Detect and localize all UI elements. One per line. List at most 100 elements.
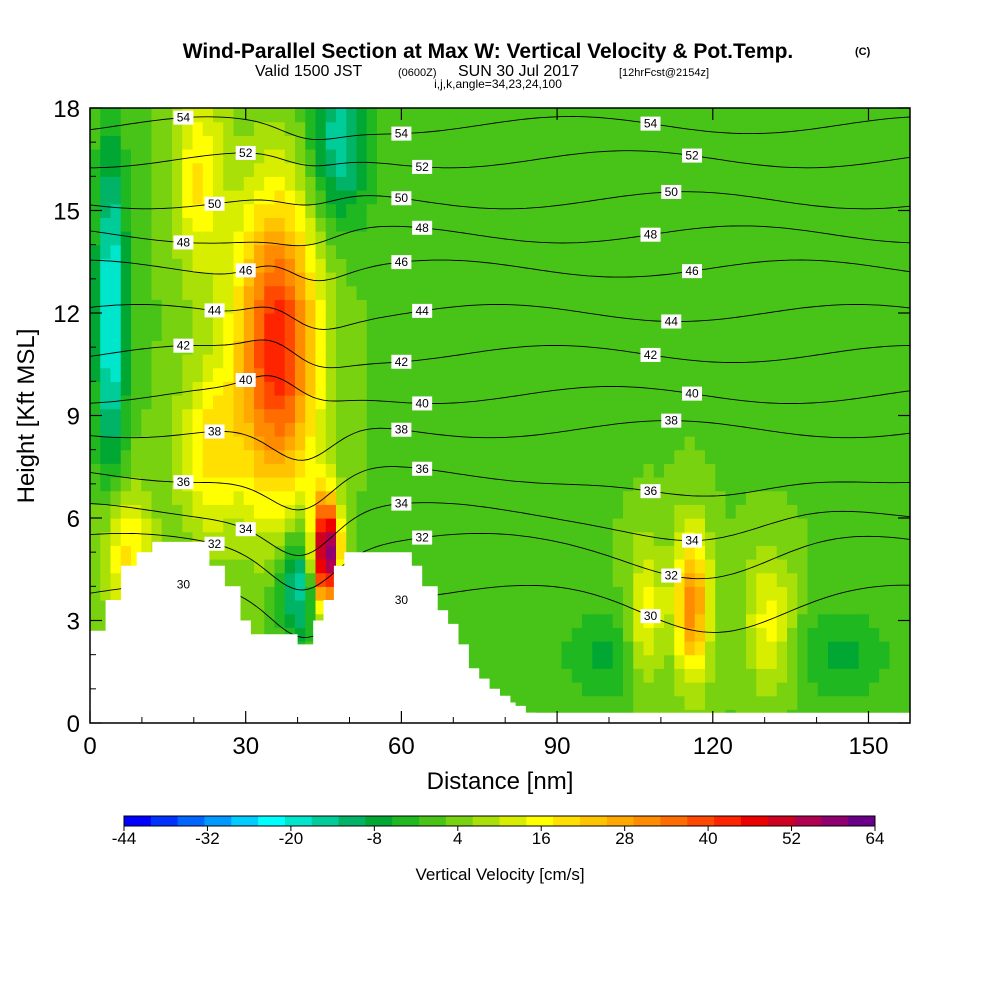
velocity-cell [817,108,829,123]
velocity-cell [858,121,870,136]
velocity-cell [541,203,552,218]
velocity-cell [131,340,142,355]
velocity-cell [756,408,768,423]
velocity-cell [192,490,204,505]
velocity-cell [633,504,645,519]
velocity-cell [305,381,317,396]
velocity-cell [233,299,245,314]
velocity-cell [100,231,112,246]
velocity-cell [817,354,829,369]
velocity-cell [274,244,286,259]
velocity-cell [131,395,142,410]
velocity-cell [879,272,891,287]
velocity-cell [448,381,460,396]
velocity-cell [366,299,378,314]
velocity-cell [633,422,645,437]
velocity-cell [233,436,245,451]
velocity-cell [192,176,204,191]
velocity-cell [889,463,901,478]
velocity-cell [448,135,460,150]
velocity-cell [817,176,829,191]
velocity-cell [828,477,839,492]
velocity-cell [233,135,245,150]
velocity-cell [848,231,860,246]
velocity-cell [889,231,901,246]
velocity-cell [366,477,378,492]
velocity-cell [100,203,112,218]
velocity-cell [899,299,910,314]
velocity-cell [653,682,665,697]
velocity-cell [489,572,501,587]
velocity-cell [561,422,573,437]
velocity-cell [623,531,634,546]
velocity-cell [459,477,470,492]
velocity-cell [807,586,819,601]
velocity-cell [418,340,429,355]
velocity-cell [807,272,819,287]
velocity-cell [725,477,737,492]
velocity-cell [838,395,850,410]
velocity-cell [284,258,296,273]
velocity-cell [530,518,542,533]
velocity-cell [807,627,819,642]
velocity-cell [571,600,583,615]
colorbar-swatch [821,816,849,826]
velocity-cell [161,299,173,314]
velocity-cell [192,258,204,273]
colorbar-swatch [579,816,608,826]
velocity-cell [428,299,440,314]
velocity-cell [202,217,214,232]
velocity-cell [336,408,347,423]
velocity-cell [141,477,153,492]
velocity-cell [336,367,347,382]
velocity-cell [489,326,501,341]
velocity-cell [530,135,542,150]
velocity-cell [838,190,850,205]
velocity-cell [787,477,798,492]
valid-time-subtitle: Valid 1500 JST (0600Z) SUN 30 Jul 2017 [… [255,63,709,80]
velocity-cell [305,203,317,218]
velocity-cell [366,463,378,478]
velocity-cell [172,176,183,191]
velocity-cell [407,272,419,287]
velocity-cell [694,477,706,492]
velocity-cell [407,326,419,341]
velocity-cell [489,258,501,273]
velocity-cell [161,258,173,273]
velocity-cell [418,518,429,533]
velocity-cell [838,449,850,464]
velocity-cell [110,572,122,587]
velocity-cell [725,436,737,451]
velocity-cell [172,354,183,369]
velocity-cell [571,436,583,451]
velocity-cell [120,490,132,505]
velocity-cell [530,695,542,710]
velocity-cell [807,600,819,615]
velocity-cell [489,244,501,259]
velocity-cell [479,395,491,410]
velocity-cell [295,449,306,464]
velocity-cell [633,395,645,410]
velocity-cell [807,559,819,574]
velocity-cell [899,354,910,369]
velocity-cell [571,504,583,519]
velocity-cell [838,217,850,232]
velocity-cell [766,545,778,560]
velocity-cell [735,176,747,191]
velocity-cell [889,135,901,150]
colorbar-swatch [231,816,259,826]
velocity-cell [582,613,593,628]
velocity-cell [202,231,214,246]
velocity-cell [541,340,552,355]
velocity-cell [746,668,757,683]
velocity-cell [366,108,378,123]
velocity-cell [530,367,542,382]
velocity-cell [438,354,450,369]
velocity-cell [756,613,768,628]
velocity-cell [356,326,368,341]
velocity-cell [879,654,891,669]
velocity-cell [582,340,593,355]
velocity-cell [448,490,460,505]
velocity-cell [571,231,583,246]
velocity-cell [418,176,429,191]
